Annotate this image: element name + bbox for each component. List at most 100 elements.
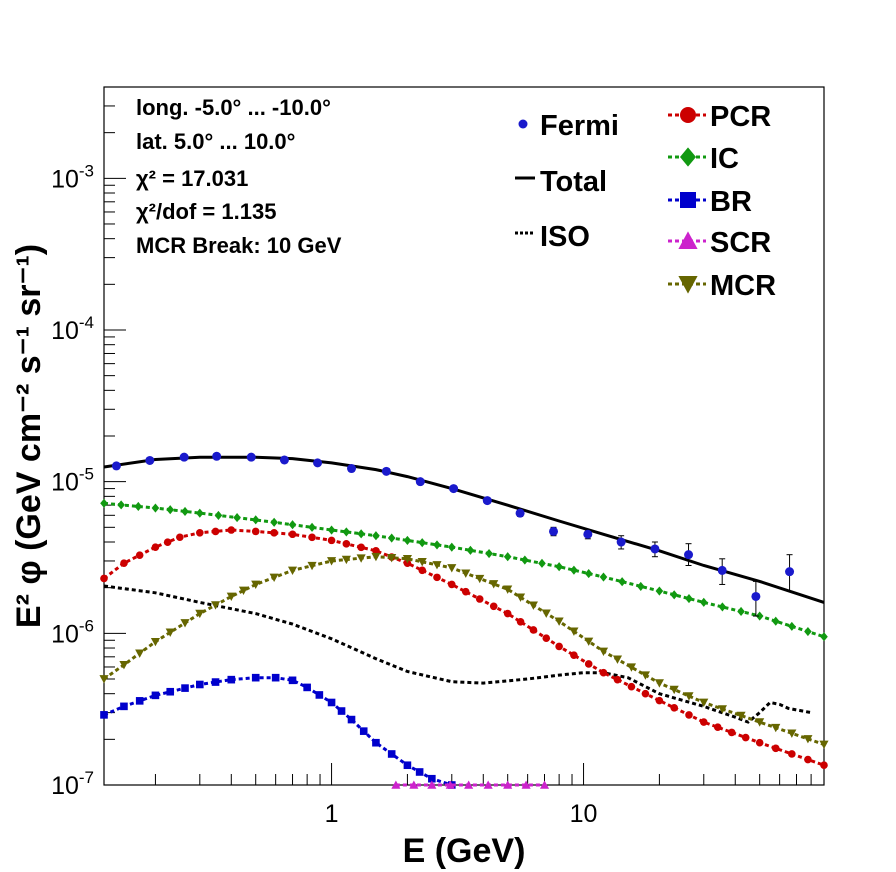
marker-br (251, 673, 260, 682)
marker-pcr (570, 651, 578, 659)
marker-br (347, 715, 356, 724)
marker-mcr (475, 574, 485, 584)
marker-pcr (433, 573, 441, 582)
marker-ic (327, 525, 336, 535)
legend-marker-ic (680, 147, 696, 167)
marker-pcr (342, 540, 351, 548)
tick-labels: 1 10 10-7 10-6 10-5 10-4 10-3 (51, 161, 597, 828)
marker-ic (485, 548, 493, 559)
legend-left: Fermi Total ISO (515, 110, 619, 253)
fermi-point (381, 466, 391, 476)
marker-mcr (528, 601, 538, 610)
marker-mcr (402, 555, 412, 564)
marker-ic (288, 520, 297, 530)
marker-mcr (819, 740, 829, 750)
marker-ic (670, 590, 678, 600)
marker-mcr (541, 609, 551, 618)
marker-pcr (529, 626, 538, 634)
marker-br (303, 683, 311, 692)
marker-mcr (669, 685, 679, 695)
marker-pcr (788, 750, 796, 758)
marker-mcr (238, 586, 249, 596)
marker-ic (387, 533, 396, 543)
fermi-point (279, 455, 289, 465)
marker-ic (134, 501, 143, 512)
marker-pcr (135, 551, 144, 559)
marker-br (227, 675, 236, 684)
fermi-point (515, 508, 525, 518)
marker-ic (555, 562, 563, 572)
marker-scr (445, 780, 455, 789)
legend-label-scr: SCR (710, 227, 771, 259)
marker-ic (599, 572, 608, 582)
y-tick-label: 10-7 (51, 768, 94, 800)
marker-pcr (755, 738, 764, 747)
fermi-point (145, 455, 155, 465)
marker-pcr (120, 559, 128, 567)
marker-br (428, 774, 436, 783)
marker-ic (308, 522, 316, 532)
marker-mcr (307, 561, 317, 571)
marker-pcr (713, 723, 722, 732)
legend-right: PCR IC BR SCR MCR (668, 101, 776, 302)
marker-mcr (461, 569, 471, 578)
legend-label-mcr: MCR (710, 270, 776, 302)
fermi-point (751, 591, 761, 601)
marker-pcr (685, 711, 693, 719)
marker-mcr (554, 617, 564, 626)
marker-ic (655, 586, 664, 596)
marker-pcr (599, 668, 608, 677)
x-tick-label: 1 (325, 800, 339, 828)
marker-mcr (699, 698, 709, 708)
marker-pcr (227, 526, 236, 534)
marker-mcr (287, 566, 298, 575)
marker-mcr (717, 705, 727, 714)
marker-ic (755, 611, 764, 621)
marker-ic (181, 506, 189, 517)
legend-label-pcr: PCR (710, 101, 771, 133)
fermi-point (246, 452, 256, 462)
fermi-point (650, 544, 660, 554)
marker-mcr (195, 609, 205, 619)
marker-ic (233, 513, 241, 523)
info-line-chi2-dof: χ²/dof = 1.135 (136, 199, 276, 224)
marker-ic (685, 594, 693, 604)
marker-br (387, 750, 396, 758)
legend-label-fermi: Fermi (540, 110, 619, 142)
marker-br (120, 702, 128, 711)
marker-pcr (542, 634, 551, 642)
fermi-points (111, 451, 795, 617)
axis-ticks (104, 86, 825, 786)
fermi-point (616, 537, 626, 547)
legend-label-iso: ISO (540, 221, 590, 253)
marker-mcr (180, 619, 190, 628)
marker-pcr (820, 761, 828, 770)
marker-mcr (771, 723, 781, 733)
marker-pcr (655, 696, 664, 705)
marker-mcr (684, 692, 694, 701)
marker-ic (466, 545, 475, 555)
marker-ic (214, 510, 223, 520)
marker-br (337, 707, 346, 715)
legend-label-br: BR (710, 186, 752, 218)
marker-br (166, 687, 175, 696)
marker-scr (391, 780, 401, 789)
marker-mcr (387, 553, 397, 563)
marker-mcr (569, 627, 579, 636)
marker-ic (342, 527, 351, 537)
marker-mcr (626, 663, 637, 672)
fermi-point (212, 451, 222, 461)
marker-mcr (165, 628, 175, 637)
marker-ic (100, 498, 108, 508)
marker-br (315, 691, 324, 699)
marker-mcr (226, 592, 236, 602)
fermi-point (717, 565, 727, 575)
marker-scr (464, 780, 474, 789)
legend-marker-pcr (680, 107, 696, 123)
marker-pcr (741, 733, 750, 742)
marker-ic (584, 569, 593, 579)
marker-mcr (787, 729, 797, 738)
marker-pcr (288, 530, 297, 539)
curves (99, 455, 829, 789)
